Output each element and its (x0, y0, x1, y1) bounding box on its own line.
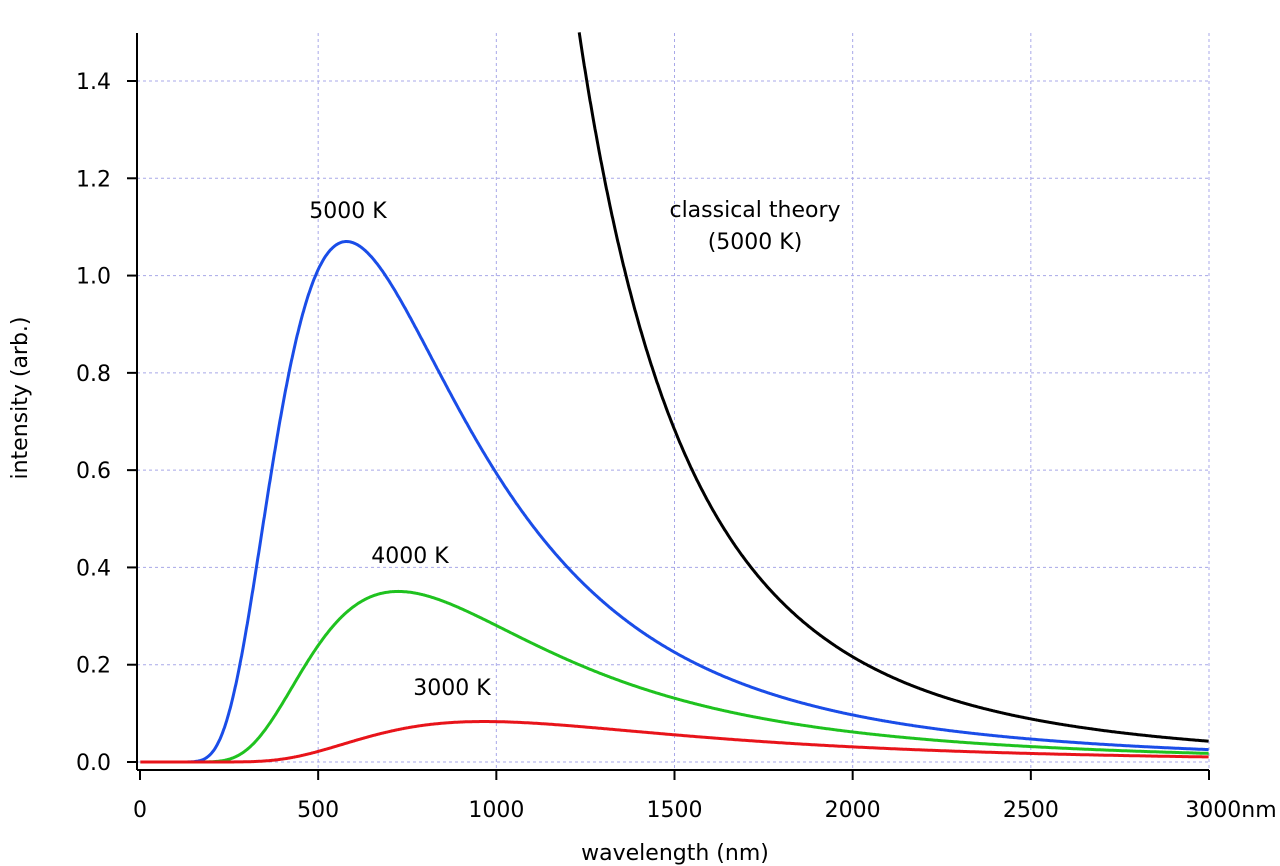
label-5000k: 5000 K (309, 199, 387, 224)
label-classical-line2: (5000 K) (708, 230, 803, 255)
x-tick-label: 1000 (468, 798, 524, 823)
grid (137, 33, 1210, 770)
label-3000k: 3000 K (413, 676, 491, 701)
x-tick-label: 2500 (1003, 798, 1059, 823)
y-axis-title: intensity (arb.) (8, 316, 33, 479)
series-line-3000-k (140, 720, 1209, 764)
y-tick-label: 1.4 (76, 70, 111, 95)
series-line-5000-k (140, 240, 1209, 764)
curves (140, 32, 1209, 764)
label-classical-line1: classical theory (669, 198, 840, 223)
x-tick-label: 2000 (825, 798, 881, 823)
y-tick-label: 0.0 (76, 751, 111, 776)
y-tick-label: 1.0 (76, 265, 111, 290)
tick-labels: 0 500 1000 1500 2000 2500 3000nm 0.0 0.2 0.4 0.6 0.… (76, 70, 1277, 823)
x-axis-title: wavelength (nm) (581, 841, 769, 866)
x-tick-label: 0 (133, 798, 147, 823)
y-tick-label: 0.8 (76, 362, 111, 387)
axes (127, 33, 1210, 780)
x-tick-label: 3000nm (1185, 798, 1276, 823)
series-line-4000-k (140, 589, 1209, 764)
series-line-classical-theory-5000-k- (577, 32, 1209, 743)
x-tick-label: 500 (297, 798, 339, 823)
x-tick-label: 1500 (647, 798, 703, 823)
y-tick-label: 1.2 (76, 167, 111, 192)
y-tick-label: 0.2 (76, 654, 111, 679)
label-4000k: 4000 K (371, 544, 449, 569)
y-tick-label: 0.6 (76, 459, 111, 484)
y-tick-label: 0.4 (76, 556, 111, 581)
